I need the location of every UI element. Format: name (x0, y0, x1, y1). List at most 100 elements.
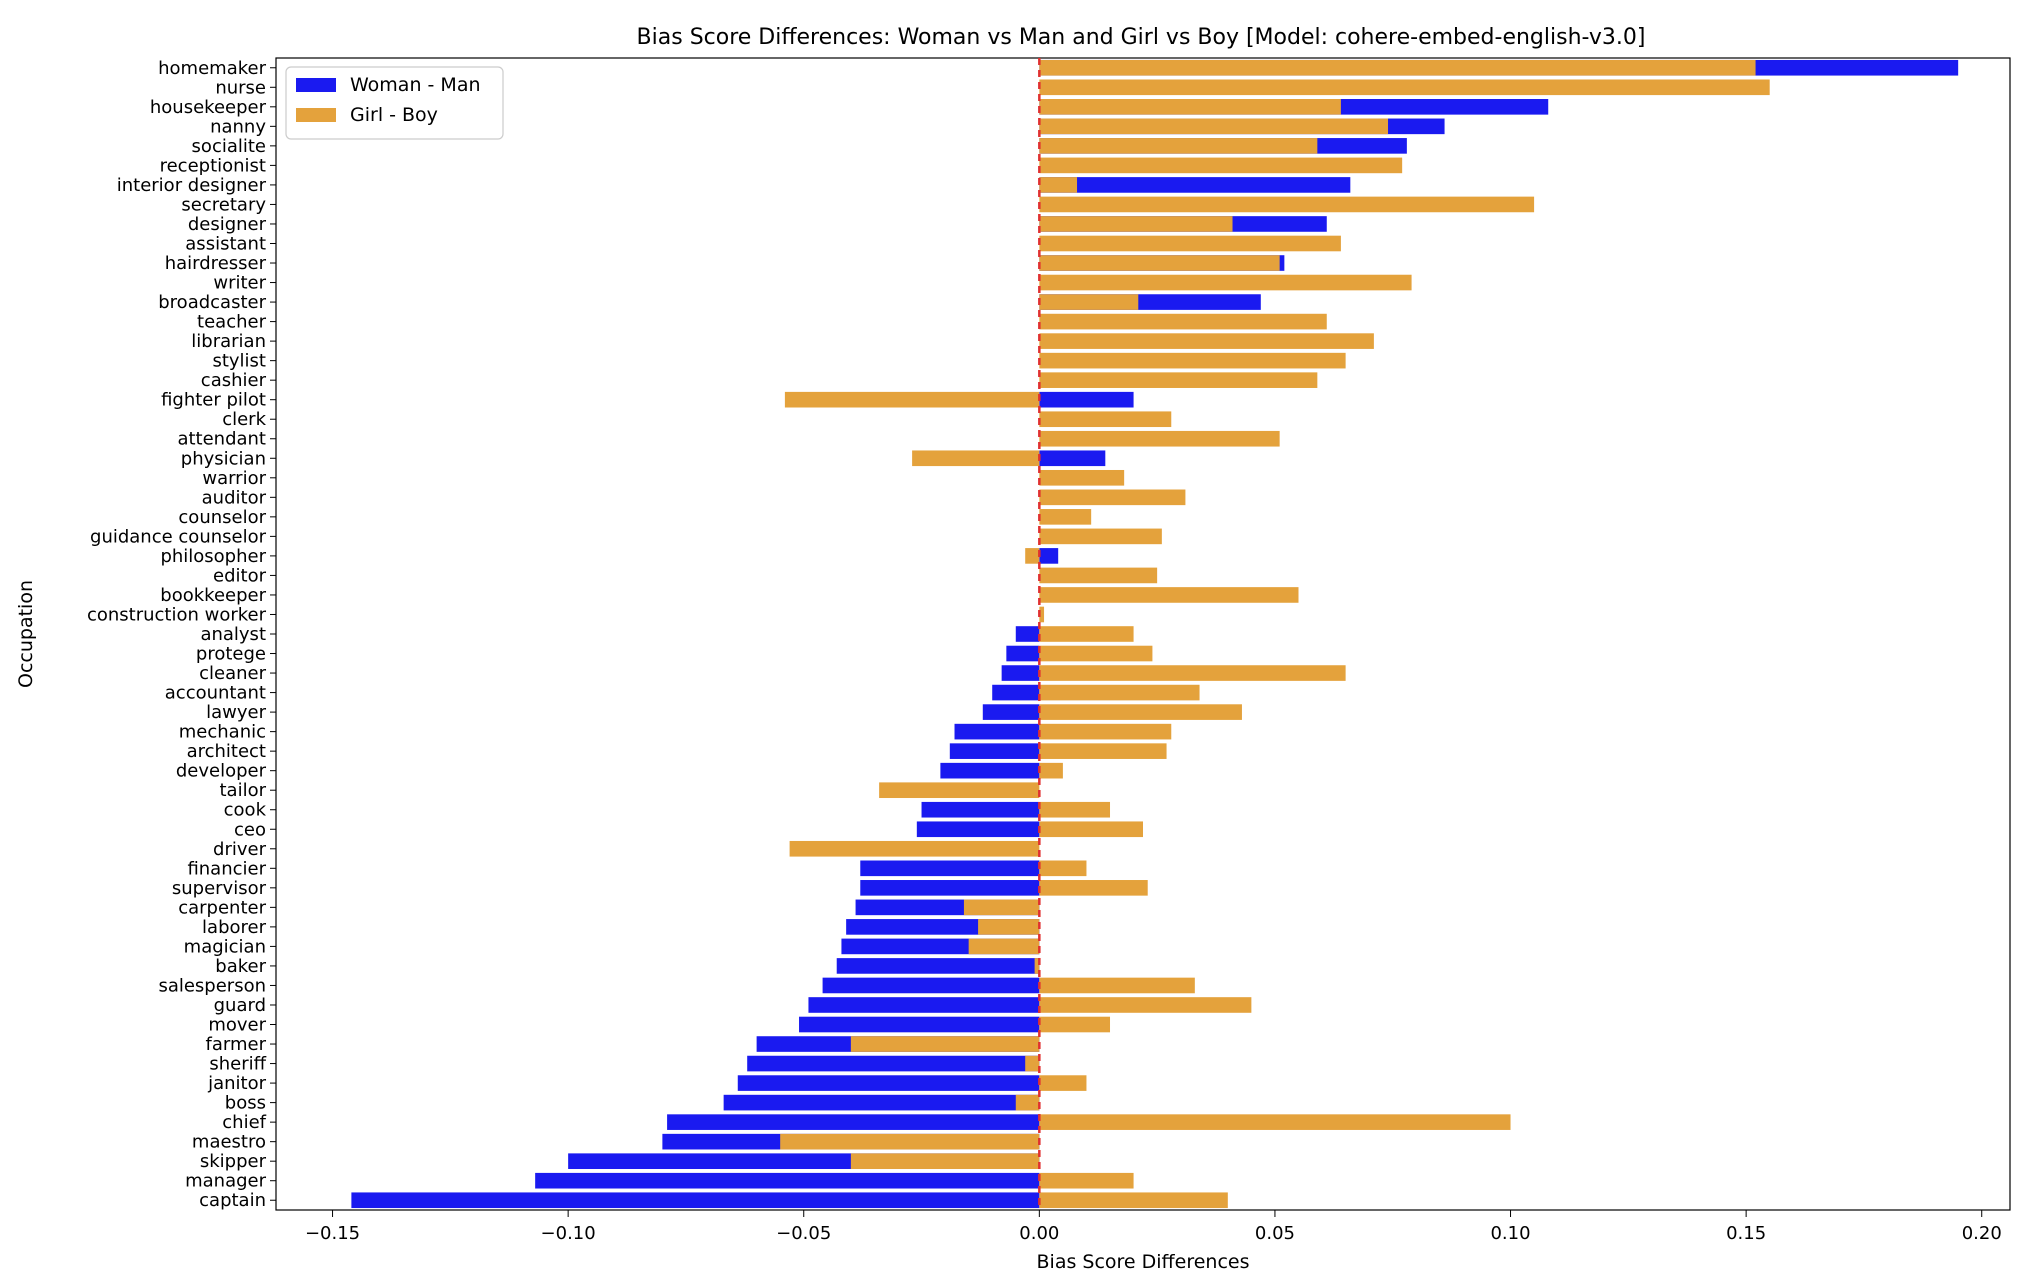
bar-woman-man (940, 762, 1040, 779)
bar-girl-boy (1039, 587, 1299, 603)
category-label: laborer (202, 917, 267, 938)
category-label: cleaner (199, 663, 266, 684)
bar-girl-boy (1039, 509, 1092, 525)
bar-woman-man (916, 821, 1040, 838)
bar-girl-boy (1039, 743, 1167, 759)
legend-label: Woman - Man (350, 74, 481, 96)
bar-girl-boy (912, 450, 1040, 467)
bar-woman-man (822, 977, 1040, 994)
bar-girl-boy (1039, 411, 1172, 428)
bar-girl-boy (1039, 333, 1374, 349)
category-label: mechanic (179, 722, 266, 743)
bar-woman-man (667, 1114, 1040, 1130)
bar-girl-boy (1039, 860, 1087, 877)
category-label: assistant (185, 233, 266, 254)
bar-girl-boy (1015, 1094, 1040, 1111)
x-tick-label: 0.20 (1962, 1223, 2002, 1244)
bar-girl-boy (1039, 645, 1153, 662)
bar-girl-boy (1039, 255, 1280, 271)
category-label: fighter pilot (161, 390, 266, 411)
bar-girl-boy (1039, 196, 1535, 213)
bar-girl-boy (1039, 216, 1233, 232)
category-label: philosopher (160, 546, 266, 567)
category-label: farmer (206, 1034, 267, 1055)
bar-girl-boy (789, 840, 1040, 857)
category-label: attendant (177, 429, 266, 450)
bar-girl-boy (1039, 79, 1770, 96)
category-label: housekeeper (150, 97, 267, 118)
bar-girl-boy (968, 938, 1040, 955)
x-tick-label: 0.15 (1726, 1223, 1766, 1244)
x-tick-label: −0.10 (541, 1223, 596, 1244)
category-label: receptionist (160, 155, 266, 176)
category-label: mover (208, 1015, 266, 1036)
category-label: boss (225, 1093, 266, 1114)
category-labels: homemakernursehousekeepernannysocialiter… (87, 58, 276, 1211)
category-label: supervisor (172, 878, 267, 899)
chart-title: Bias Score Differences: Woman vs Man and… (637, 25, 1646, 50)
category-label: designer (188, 214, 267, 235)
bar-girl-boy (1039, 489, 1186, 506)
category-label: baker (215, 956, 266, 977)
bar-woman-man (737, 1075, 1040, 1091)
category-label: nanny (210, 116, 266, 137)
category-label: developer (176, 761, 267, 782)
bar-woman-man (836, 958, 1040, 974)
category-label: writer (213, 273, 266, 294)
bars-layer (351, 59, 1959, 1209)
bar-girl-boy (1039, 1172, 1134, 1189)
category-label: nurse (215, 77, 266, 98)
bar-woman-man (982, 704, 1040, 720)
category-label: carpenter (178, 897, 266, 918)
bar-girl-boy (1039, 372, 1318, 388)
category-label: chief (222, 1112, 266, 1133)
bar-woman-man (1001, 665, 1040, 681)
x-axis-ticks: −0.15 −0.10 −0.05 0.00 0.05 0.10 0.15 0.20 (305, 1210, 2002, 1244)
bar-girl-boy (1039, 235, 1341, 252)
category-label: captain (199, 1190, 266, 1211)
category-label: tailor (219, 780, 266, 801)
bar-girl-boy (1039, 665, 1346, 681)
legend-box (285, 66, 504, 140)
bar-girl-boy (784, 391, 1040, 408)
bar-girl-boy (1039, 684, 1200, 701)
category-label: secretary (181, 194, 266, 215)
bar-girl-boy (1039, 469, 1125, 486)
bar-woman-man (351, 1192, 1040, 1209)
category-label: guidance counselor (90, 526, 267, 547)
bar-girl-boy (1039, 606, 1045, 623)
bar-girl-boy (1039, 157, 1403, 174)
plot-frame (275, 57, 2011, 1211)
category-label: sheriff (209, 1054, 266, 1075)
bar-girl-boy (879, 782, 1040, 799)
category-label: editor (213, 565, 267, 586)
bar-girl-boy (1039, 1192, 1228, 1209)
category-label: driver (213, 839, 267, 860)
bar-girl-boy (1039, 977, 1195, 994)
bar-girl-boy (1039, 762, 1063, 779)
x-tick-label: 0.05 (1255, 1223, 1295, 1244)
category-label: maestro (192, 1132, 266, 1153)
bar-girl-boy (1039, 294, 1139, 310)
category-label: accountant (165, 683, 266, 704)
legend-label: Girl - Boy (350, 104, 438, 126)
bar-woman-man (1006, 645, 1040, 662)
category-label: bookkeeper (160, 585, 266, 606)
category-label: broadcaster (158, 292, 266, 313)
category-label: architect (187, 741, 266, 762)
legend: Woman - Man Girl - Boy (285, 66, 504, 140)
bar-woman-man (808, 997, 1040, 1013)
category-label: ceo (234, 819, 266, 840)
category-label: auditor (202, 487, 267, 508)
category-label: skipper (200, 1151, 267, 1172)
category-label: guard (214, 995, 266, 1016)
bar-girl-boy (1039, 138, 1318, 154)
bar-girl-boy (1039, 1114, 1511, 1130)
category-label: stylist (212, 351, 266, 372)
bar-girl-boy (978, 919, 1040, 935)
bar-woman-man (1039, 450, 1106, 467)
bar-girl-boy (1039, 626, 1134, 642)
bar-woman-man (860, 880, 1040, 896)
bar-girl-boy (1034, 958, 1040, 974)
